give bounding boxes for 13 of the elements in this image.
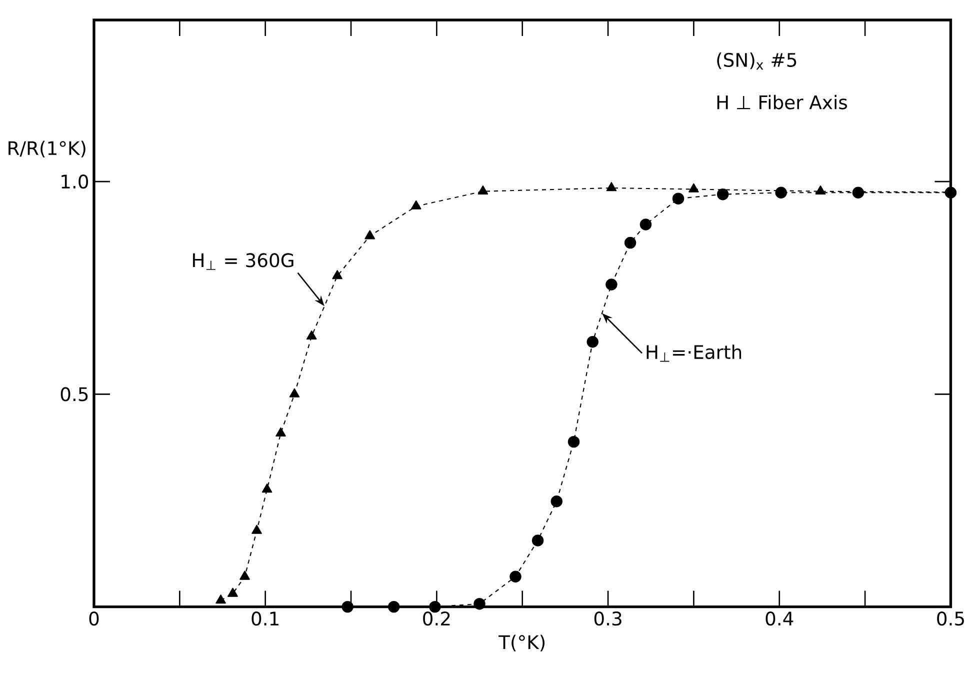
x-tick-label: 0.4 <box>766 612 794 626</box>
x-tick-label: 0.2 <box>423 612 450 626</box>
text: H$_{⊥}$=·Earth <box>646 344 742 362</box>
x-tick-label: 0 <box>89 612 99 626</box>
y-tick-label: 1.0 <box>62 174 88 189</box>
annotation: (SN)$_{x}$ #5 <box>717 52 796 70</box>
y-axis-title: R/R(1°K) <box>8 140 86 158</box>
x-tick-label: 0.3 <box>594 612 622 626</box>
x-axis-title: T(°K) <box>498 634 545 652</box>
x-tick-label: 0.1 <box>252 612 278 626</box>
x-tick-label: 0.5 <box>937 612 964 626</box>
text: H$_{⊥}$ = 360G <box>193 253 294 270</box>
annotation: H ⊥ Fiber Axis <box>717 95 847 110</box>
